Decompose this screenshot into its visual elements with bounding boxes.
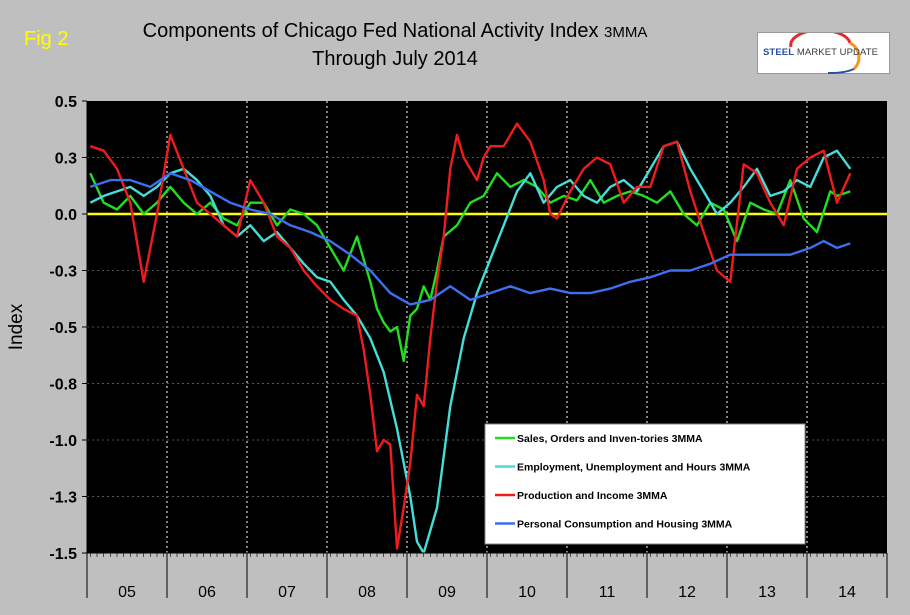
y-axis: 0.5 0.3 0.0 -0.3 -0.5 -0.8 -1.0 -1.3 -1.5 <box>49 94 88 563</box>
x-axis: 05 06 07 08 09 10 11 12 13 14 <box>86 552 888 601</box>
legend-label: Sales, Orders and Inven-tories 3MMA <box>517 433 703 445</box>
steel-market-update-logo: STEEL MARKET UPDATE <box>757 32 890 75</box>
chart-title: Components of Chicago Fed National Activ… <box>0 20 790 43</box>
chart-title-suffix: 3MMA <box>604 24 648 41</box>
x-tick-label: 12 <box>678 584 696 601</box>
legend-label: Production and Income 3MMA <box>517 490 668 502</box>
x-tick-label: 10 <box>518 584 536 601</box>
x-tick-label: 07 <box>278 584 296 601</box>
logo-arc-red <box>789 33 852 48</box>
x-tick-label: 13 <box>758 584 776 601</box>
logo-arc-orange <box>849 41 861 71</box>
x-tick-label: 08 <box>358 584 376 601</box>
legend-label: Employment, Unemployment and Hours 3MMA <box>517 462 751 474</box>
y-tick-label: -1.5 <box>49 546 77 563</box>
series-line-3 <box>89 122 852 550</box>
legend-box <box>484 423 806 545</box>
logo-brand-rest: MARKET UPDATE <box>796 47 879 58</box>
chart-subtitle: Through July 2014 <box>312 48 478 70</box>
figure-label: Fig 2 <box>24 28 69 50</box>
x-tick-label: 05 <box>118 584 136 601</box>
y-tick-label: -0.5 <box>49 320 77 337</box>
logo-arc-icon <box>789 33 861 75</box>
y-tick-label: 0.5 <box>55 94 77 111</box>
legend: Sales, Orders and Inven-tories 3MMA Emplo… <box>484 423 806 545</box>
series-lines <box>89 122 852 555</box>
y-axis-label: Index <box>6 303 27 350</box>
x-tick-label: 14 <box>838 584 856 601</box>
y-tick-label: -1.3 <box>49 490 77 507</box>
y-tick-label: -0.8 <box>49 377 77 394</box>
x-tick-label: 09 <box>438 584 456 601</box>
logo-brand-bold: STEEL <box>763 47 795 58</box>
x-tick-label: 06 <box>198 584 216 601</box>
logo-text: STEEL MARKET UPDATE <box>763 47 878 58</box>
chart-title-main: Components of Chicago Fed National Activ… <box>142 20 599 42</box>
y-tick-label: -1.0 <box>49 433 77 450</box>
x-tick-label: 11 <box>599 584 616 601</box>
y-tick-label: 0.0 <box>55 207 77 224</box>
y-tick-label: -0.3 <box>49 264 77 281</box>
legend-label: Personal Consumption and Housing 3MMA <box>517 519 733 531</box>
series-line-2 <box>89 140 852 555</box>
y-tick-label: 0.3 <box>55 151 77 168</box>
logo-arc-blue <box>827 68 855 75</box>
series-line-4 <box>89 172 851 306</box>
